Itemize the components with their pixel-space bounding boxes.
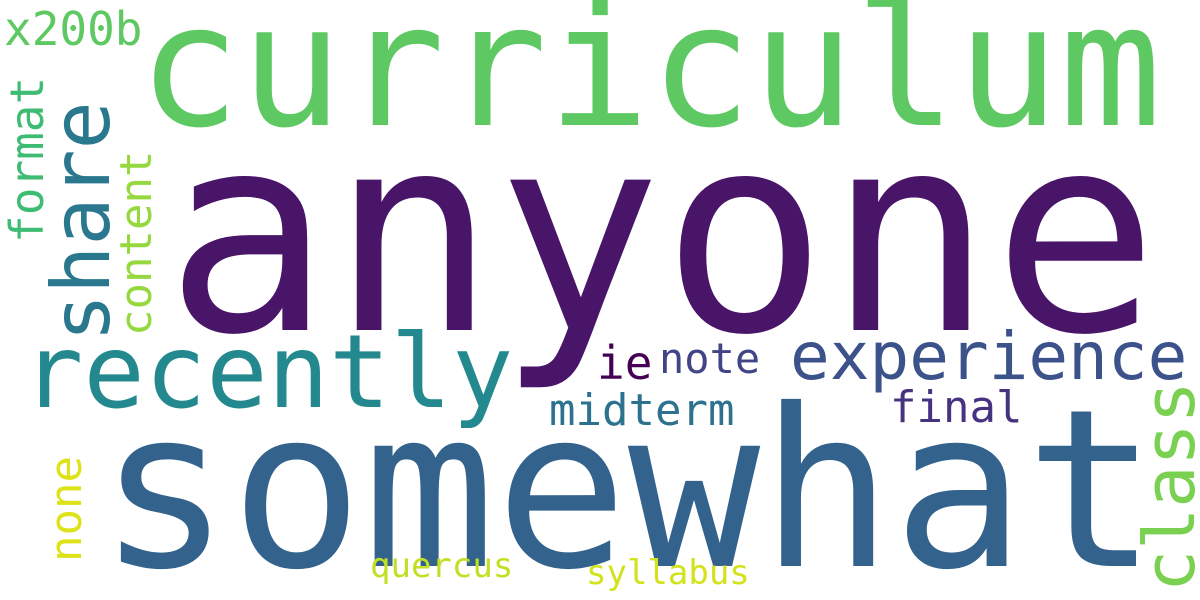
word-midterm: midterm <box>549 385 735 436</box>
word-syllabus: syllabus <box>586 553 750 593</box>
word-ie: ie <box>597 336 653 390</box>
word-class: class <box>1129 381 1200 592</box>
word-content: content <box>111 150 162 336</box>
word-format: format <box>0 76 54 243</box>
word-x200b: x200b <box>4 2 143 56</box>
word-experience: experience <box>790 318 1188 395</box>
word-recently: recently <box>22 313 514 432</box>
word-note: note <box>659 334 761 383</box>
word-anyone: anyone <box>165 75 1159 395</box>
word-none: none <box>41 456 92 562</box>
word-share: share <box>35 101 128 342</box>
word-quercus: quercus <box>370 546 514 586</box>
word-curriculum: curriculum <box>138 0 1162 166</box>
word-somewhat: somewhat <box>98 362 1158 600</box>
word-final: final <box>890 382 1023 433</box>
